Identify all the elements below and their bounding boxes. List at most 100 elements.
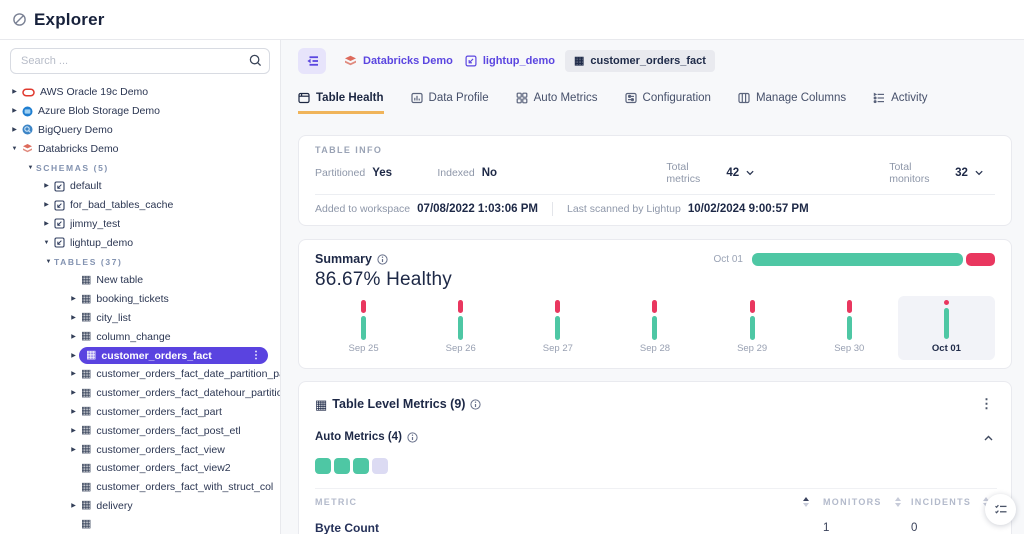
collapse-sidebar-button[interactable] bbox=[298, 48, 326, 74]
tab-activity[interactable]: Activity bbox=[873, 92, 928, 114]
tree-table-cof-with-struct-col[interactable]: ▦ customer_orders_fact_with_struct_col bbox=[0, 478, 280, 497]
info-icon[interactable] bbox=[407, 431, 418, 443]
timeline-day[interactable]: Sep 30 bbox=[801, 296, 898, 360]
tree-label: jimmy_test bbox=[70, 217, 121, 230]
table-row[interactable]: Byte Count 1 0 bbox=[315, 514, 997, 534]
tab-label: Activity bbox=[891, 92, 928, 104]
tree-table-new-table[interactable]: ▦ New table bbox=[0, 271, 280, 290]
tab-bar: Table Health Data Profile Auto Metrics C… bbox=[298, 90, 1012, 114]
table-icon: ▦ bbox=[573, 54, 585, 67]
timeline-day[interactable]: Sep 26 bbox=[412, 296, 509, 360]
caret-right-icon[interactable]: ▶ bbox=[71, 390, 76, 397]
total-metrics-dropdown[interactable]: Total metrics 42 bbox=[666, 161, 754, 185]
tab-table-health[interactable]: Table Health bbox=[298, 92, 384, 114]
field-value: 10/02/2024 9:00:57 PM bbox=[687, 203, 809, 215]
tree-table-cof-view[interactable]: ▶ ▦ customer_orders_fact_view bbox=[0, 440, 280, 459]
caret-right-icon[interactable]: ▶ bbox=[71, 352, 76, 359]
status-square[interactable] bbox=[315, 458, 331, 474]
day-label: Oct 01 bbox=[931, 343, 961, 354]
caret-right-icon[interactable]: ▶ bbox=[44, 202, 49, 209]
tree-source-databricks[interactable]: ▼ Databricks Demo bbox=[0, 139, 280, 158]
table-icon: ▦ bbox=[81, 480, 92, 493]
auto-metrics-icon bbox=[516, 92, 528, 104]
column-header-incidents[interactable]: INCIDENTS bbox=[911, 496, 972, 507]
info-icon[interactable] bbox=[470, 398, 482, 410]
tree-label: customer_orders_fact_part bbox=[96, 405, 222, 418]
caret-right-icon[interactable]: ▶ bbox=[71, 314, 76, 321]
tree-table-cof-post-etl[interactable]: ▶ ▦ customer_orders_fact_post_etl bbox=[0, 421, 280, 440]
caret-right-icon[interactable]: ▶ bbox=[12, 108, 17, 115]
status-square[interactable] bbox=[334, 458, 350, 474]
tree-table-column-change[interactable]: ▶ ▦ column_change bbox=[0, 327, 280, 346]
column-header-metric[interactable]: METRIC bbox=[315, 496, 358, 507]
caret-right-icon[interactable]: ▶ bbox=[12, 126, 17, 133]
timeline-day[interactable]: Sep 27 bbox=[509, 296, 606, 360]
tree-section-schemas[interactable]: ▼ SCHEMAS (5) bbox=[0, 158, 280, 177]
timeline-day-selected[interactable]: Oct 01 bbox=[897, 296, 995, 360]
tree-source-azure[interactable]: ▶ Azure Blob Storage Demo bbox=[0, 102, 280, 121]
minibar-healthy-segment[interactable] bbox=[752, 252, 963, 266]
tab-configuration[interactable]: Configuration bbox=[624, 92, 711, 114]
timeline-day[interactable]: Sep 29 bbox=[704, 296, 801, 360]
minibar-incident-segment[interactable] bbox=[965, 252, 995, 266]
tree-table-cof-date-partition[interactable]: ▶ ▦ customer_orders_fact_date_partition_… bbox=[0, 365, 280, 384]
metric-name-link[interactable]: Byte Count bbox=[315, 520, 379, 534]
tree-table-booking-tickets[interactable]: ▶ ▦ booking_tickets bbox=[0, 290, 280, 309]
caret-right-icon[interactable]: ▶ bbox=[44, 183, 49, 190]
caret-right-icon[interactable]: ▶ bbox=[71, 371, 76, 378]
tab-auto-metrics[interactable]: Auto Metrics bbox=[516, 92, 598, 114]
caret-right-icon[interactable]: ▶ bbox=[71, 502, 76, 509]
tree-table-cof-part[interactable]: ▶ ▦ customer_orders_fact_part bbox=[0, 403, 280, 422]
tree-section-tables[interactable]: ▼ TABLES (37) bbox=[0, 252, 280, 271]
search-input[interactable] bbox=[10, 48, 270, 74]
tree-table-delivery[interactable]: ▶ ▦ delivery bbox=[0, 497, 280, 516]
status-square[interactable] bbox=[353, 458, 369, 474]
breadcrumb-table-chip[interactable]: ▦ customer_orders_fact bbox=[564, 50, 715, 72]
breadcrumb-source[interactable]: Databricks Demo bbox=[344, 55, 453, 67]
tab-label: Configuration bbox=[642, 92, 711, 104]
column-header-monitors[interactable]: MONITORS bbox=[823, 496, 882, 507]
tab-data-profile[interactable]: Data Profile bbox=[410, 92, 489, 114]
timeline-day[interactable]: Sep 28 bbox=[606, 296, 703, 360]
chevron-down-icon bbox=[975, 170, 983, 176]
caret-right-icon[interactable]: ▶ bbox=[71, 408, 76, 415]
tree-source-oracle[interactable]: ▶ AWS Oracle 19c Demo bbox=[0, 83, 280, 102]
breadcrumb-schema-label: lightup_demo bbox=[482, 55, 555, 67]
tree-table-city-list[interactable]: ▶ ▦ city_list bbox=[0, 309, 280, 328]
caret-right-icon[interactable]: ▶ bbox=[71, 296, 76, 303]
tree-table-customer-orders-fact[interactable]: ▦ customer_orders_fact ⋮ bbox=[79, 347, 268, 365]
tree-schema-default[interactable]: ▶ default bbox=[0, 177, 280, 196]
search-icon[interactable] bbox=[249, 54, 262, 72]
caret-down-icon[interactable]: ▼ bbox=[43, 239, 50, 246]
caret-right-icon[interactable]: ▶ bbox=[12, 89, 17, 96]
timeline-day[interactable]: Sep 25 bbox=[315, 296, 412, 360]
tab-manage-columns[interactable]: Manage Columns bbox=[738, 92, 846, 114]
sort-icon[interactable] bbox=[895, 496, 901, 507]
tree-table-cof-datehour-partition[interactable]: ▶ ▦ customer_orders_fact_datehour_partit… bbox=[0, 384, 280, 403]
collapse-section-button[interactable] bbox=[980, 428, 997, 446]
caret-right-icon[interactable]: ▶ bbox=[71, 446, 76, 453]
sort-icon[interactable] bbox=[803, 496, 809, 507]
caret-down-icon[interactable]: ▼ bbox=[45, 258, 52, 265]
databricks-icon bbox=[345, 55, 356, 66]
tree-schema-lightup-demo[interactable]: ▼ lightup_demo bbox=[0, 233, 280, 252]
status-square[interactable] bbox=[372, 458, 388, 474]
breadcrumb-schema[interactable]: lightup_demo bbox=[465, 55, 555, 67]
activity-icon bbox=[873, 92, 885, 104]
info-icon[interactable] bbox=[377, 253, 388, 265]
caret-right-icon[interactable]: ▶ bbox=[71, 427, 76, 434]
divider bbox=[552, 202, 553, 216]
tree-schema-jimmy-test[interactable]: ▶ jimmy_test bbox=[0, 215, 280, 234]
tree-table-cof-view2[interactable]: ▦ customer_orders_fact_view2 bbox=[0, 459, 280, 478]
tree-source-bigquery[interactable]: ▶ BigQuery Demo bbox=[0, 121, 280, 140]
checklist-fab-button[interactable] bbox=[985, 494, 1016, 525]
caret-right-icon[interactable]: ▶ bbox=[44, 220, 49, 227]
incident-bar bbox=[652, 300, 658, 313]
caret-down-icon[interactable]: ▼ bbox=[11, 145, 18, 152]
kebab-menu-icon[interactable]: ⋮ bbox=[980, 396, 993, 411]
caret-down-icon[interactable]: ▼ bbox=[27, 164, 34, 171]
caret-right-icon[interactable]: ▶ bbox=[71, 333, 76, 340]
total-monitors-dropdown[interactable]: Total monitors 32 bbox=[889, 161, 983, 185]
kebab-menu-icon[interactable]: ⋮ bbox=[251, 350, 261, 362]
tree-schema-for-bad-tables-cache[interactable]: ▶ for_bad_tables_cache bbox=[0, 196, 280, 215]
